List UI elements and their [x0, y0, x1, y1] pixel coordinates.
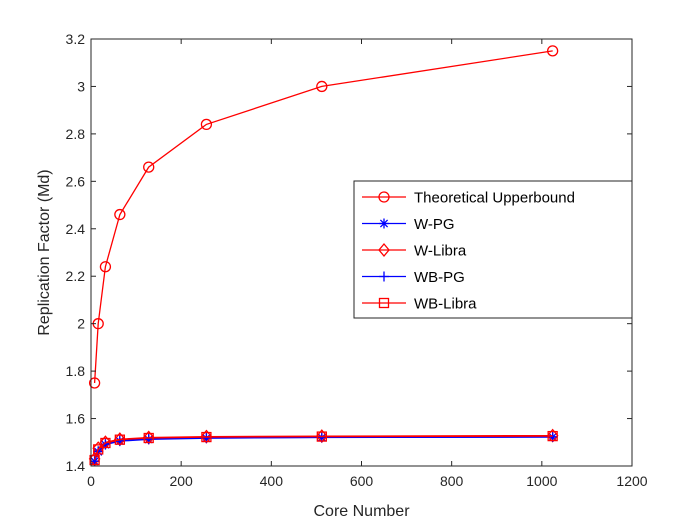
data-point	[143, 432, 154, 444]
data-point	[201, 431, 212, 443]
legend-marker	[379, 271, 389, 282]
legend-box	[353, 180, 633, 319]
data-point	[547, 45, 559, 57]
legend-marker	[378, 191, 390, 203]
legend-marker	[378, 297, 390, 309]
legend-label: Theoretical Upperbound	[414, 190, 575, 207]
data-point	[316, 80, 328, 93]
y-tick-label: 2	[77, 316, 85, 332]
data-point	[93, 444, 104, 455]
legend-item: Theoretical Upperbound	[362, 190, 575, 207]
data-point	[316, 431, 327, 442]
data-point	[114, 434, 126, 445]
legend-label: WB-Libra	[414, 296, 477, 313]
x-tick-label: 1200	[616, 473, 647, 489]
data-point	[100, 437, 111, 449]
y-tick-label: 3.2	[66, 31, 86, 47]
x-tick-label: 800	[440, 473, 464, 489]
series-line	[93, 435, 553, 461]
legend-label: W-PG	[414, 216, 455, 233]
legend-marker	[379, 218, 389, 229]
y-tick-label: 1.6	[66, 411, 86, 427]
x-axis-label: Core Number	[313, 503, 410, 520]
legend-item: W-PG	[362, 216, 455, 233]
legend-label: W-Libra	[414, 243, 467, 260]
series-line	[93, 436, 553, 462]
legend-marker	[378, 242, 390, 258]
series-4	[89, 430, 558, 466]
x-tick-label: 200	[169, 473, 193, 489]
data-point	[88, 377, 101, 389]
y-tick-label: 1.4	[66, 458, 86, 474]
data-point	[99, 261, 112, 273]
data-point	[89, 454, 100, 466]
y-axis-label: Replication Factor (Md)	[36, 169, 53, 335]
legend-item: W-Libra	[362, 243, 467, 260]
data-point	[200, 118, 213, 131]
y-tick-label: 1.8	[66, 363, 86, 379]
x-tick-label: 600	[350, 473, 374, 489]
legend-item: WB-PG	[362, 269, 465, 286]
legend-item: WB-Libra	[362, 296, 477, 313]
data-point	[547, 430, 558, 442]
y-tick-label: 3	[77, 78, 85, 94]
legend-label: WB-PG	[414, 269, 465, 286]
x-tick-label: 0	[87, 473, 95, 489]
x-tick-label: 400	[260, 473, 284, 489]
series-line	[93, 50, 553, 384]
x-tick-label: 1000	[526, 473, 557, 489]
y-tick-label: 2.4	[66, 221, 86, 237]
y-tick-label: 2.8	[66, 126, 86, 142]
legend: Theoretical Upperbound W-PG W-Libra WB-PG WB…	[353, 180, 633, 319]
y-tick-label: 2.2	[66, 268, 86, 284]
y-tick-label: 2.6	[66, 173, 86, 189]
data-point	[143, 161, 155, 173]
data-point	[114, 208, 126, 221]
series-0	[88, 45, 559, 389]
